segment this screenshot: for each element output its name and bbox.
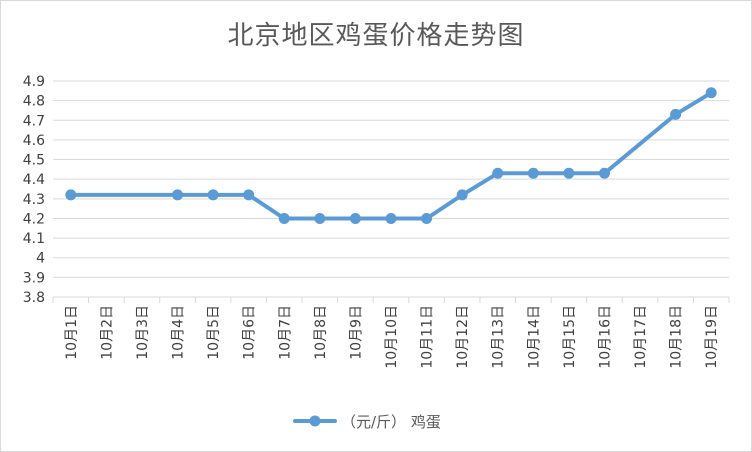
x-tick-label: 10月19日 [704,305,720,369]
y-tick-label: 4.3 [23,192,45,208]
y-tick-label: 4.2 [23,211,45,227]
data-point [670,108,682,120]
data-point [456,189,468,201]
data-point [278,212,290,224]
data-point [65,189,77,201]
data-point [705,87,717,99]
data-point [492,167,504,179]
y-tick-label: 4.7 [23,113,45,129]
y-tick-label: 4.8 [23,94,45,110]
data-point [598,167,610,179]
x-tick-label: 10月18日 [669,305,685,369]
x-tick-label: 10月10日 [384,305,400,369]
x-tick-label: 10月17日 [633,305,649,369]
data-point [349,212,361,224]
series-line [68,90,714,221]
legend-marker [309,415,321,427]
y-tick-label: 3.8 [23,290,45,306]
data-point [314,212,326,224]
y-tick-label: 4.9 [23,74,45,90]
x-tick-label: 10月9日 [348,305,364,360]
data-point [527,167,539,179]
x-tick-label: 10月16日 [597,305,613,369]
data-point [421,212,433,224]
x-tick-label: 10月12日 [455,305,471,369]
data-point [172,189,184,201]
x-tick-label: 10月13日 [491,305,507,369]
data-point [243,189,255,201]
y-tick-label: 4.6 [23,133,45,149]
data-point [207,189,219,201]
y-tick-label: 4.4 [23,172,45,188]
data-point [563,167,575,179]
x-tick-label: 10月7日 [277,305,293,360]
x-tick-label: 10月8日 [313,305,329,360]
y-tick-label: 4.5 [23,153,45,169]
x-tick-label: 10月5日 [206,305,222,360]
data-point [385,212,397,224]
y-tick-label: 3.9 [23,270,45,286]
y-tick-label: 4 [36,251,45,267]
x-tick-label: 10月11日 [420,305,436,369]
legend-label: （元/斤） 鸡蛋 [341,413,441,431]
x-tick-label: 10月4日 [171,305,187,360]
x-tick-label: 10月15日 [562,305,578,369]
x-tick-label: 10月1日 [64,305,80,360]
x-tick-label: 10月2日 [99,305,115,360]
x-tick-label: 10月3日 [135,305,151,360]
y-tick-label: 4.1 [23,231,45,247]
x-tick-label: 10月14日 [526,305,542,369]
chart-title: 北京地区鸡蛋价格走势图 [227,21,525,51]
x-tick-label: 10月6日 [242,305,258,360]
